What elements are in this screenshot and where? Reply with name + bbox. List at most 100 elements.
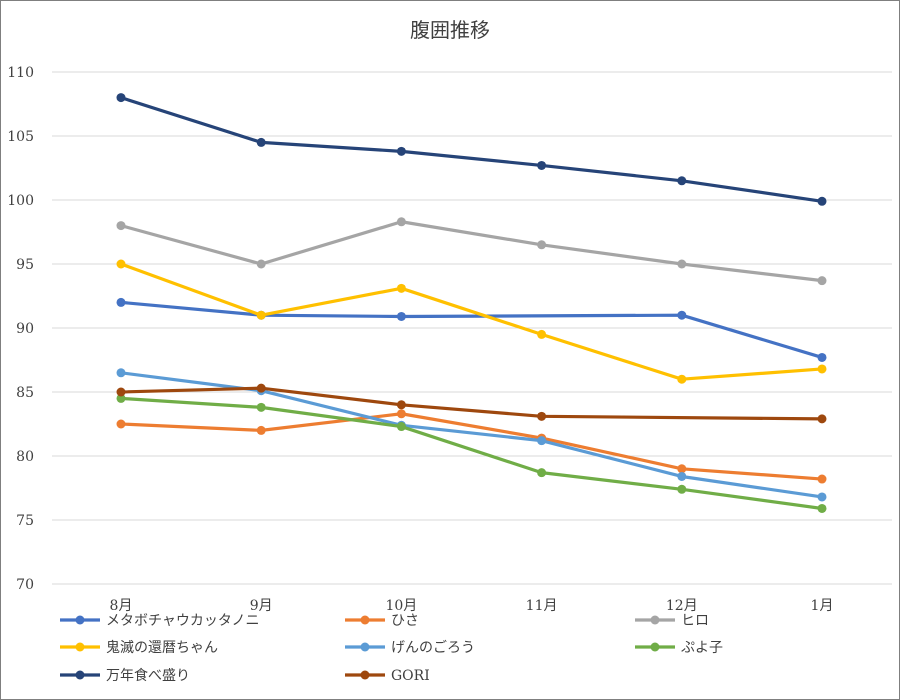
legend-label: ひさ [391,613,419,629]
chart-title: 腹囲推移 [410,18,490,42]
legend-item: ヒロ [635,613,709,629]
data-point [396,400,406,410]
legend-label: 鬼滅の還暦ちゃん [106,640,218,656]
data-point [817,474,827,484]
legend-label: GORI [391,668,430,684]
x-tick-label: 12月 [666,598,698,614]
legend-label: ぷよ子 [681,640,723,656]
data-point [817,503,827,513]
legend-marker [360,615,370,625]
data-point [817,492,827,502]
series-2 [116,409,827,484]
y-tick-label: 110 [7,65,34,81]
legend-marker [360,642,370,652]
data-point [116,221,126,231]
series-layer [116,93,827,513]
data-point [116,419,126,429]
data-point [116,368,126,378]
data-point [256,310,266,320]
data-point [256,425,266,435]
y-tick-label: 75 [16,513,34,529]
data-point [396,311,406,321]
data-point [396,409,406,419]
data-point [537,160,547,170]
data-point [537,329,547,339]
data-point [677,374,687,384]
series-4 [116,259,827,384]
legend-item: ひさ [345,613,419,629]
legend-marker [75,642,85,652]
legend-item: メタボチャウカッタノニ [60,613,259,629]
data-point [116,93,126,103]
legend-marker [650,642,660,652]
legend-item: げんのごろう [345,640,475,656]
y-tick-label: 85 [16,385,34,401]
data-point [817,276,827,286]
legend-label: 万年食べ盛り [106,667,190,684]
y-tick-label: 80 [16,449,34,465]
data-point [116,387,126,397]
data-point [537,240,547,250]
legend-item: GORI [345,668,430,684]
legend-item: 万年食べ盛り [60,667,190,684]
y-tick-label: 70 [16,577,34,593]
data-point [817,196,827,206]
series-1 [116,297,827,362]
y-tick-label: 90 [16,321,34,337]
data-point [256,402,266,412]
data-point [817,364,827,374]
legend-label: メタボチャウカッタノニ [106,613,259,629]
x-tick-label: 9月 [250,598,273,614]
legend-item: 鬼滅の還暦ちゃん [60,640,218,656]
data-point [396,283,406,293]
data-point [677,484,687,494]
series-line [119,396,824,511]
series-line [119,371,824,499]
data-point [116,259,126,269]
series-line [119,262,824,381]
series-line [119,412,824,481]
x-tick-label: 11月 [526,598,558,614]
series-8 [116,383,827,424]
x-axis: 8月 9月 10月 11月 12月 1月 [110,598,834,614]
data-point [256,259,266,269]
data-point [396,422,406,432]
x-tick-label: 10月 [385,598,417,614]
data-point [256,137,266,147]
series-7 [116,93,827,206]
data-point [116,297,126,307]
data-point [537,468,547,478]
data-point [537,436,547,446]
data-point [116,393,126,403]
data-point [817,414,827,424]
y-axis: 70 75 80 85 90 95 100 105 110 [7,65,34,593]
y-tick-label: 105 [7,129,34,145]
data-point [677,464,687,474]
data-point [677,310,687,320]
x-tick-label: 8月 [110,598,133,614]
data-point [677,471,687,481]
legend-marker [75,670,85,680]
legend-item: ぷよ子 [635,640,723,656]
series-6 [116,393,827,513]
series-line [119,220,824,283]
data-point [256,383,266,393]
legend-marker [360,670,370,680]
data-point [396,217,406,227]
y-tick-label: 95 [16,257,34,273]
data-point [396,146,406,156]
legend-label: ヒロ [681,613,709,629]
gridlines [52,71,892,585]
data-point [677,259,687,269]
series-line [119,95,824,203]
y-tick-label: 100 [7,193,34,209]
data-point [817,352,827,362]
x-tick-label: 1月 [811,598,834,614]
data-point [537,411,547,421]
legend-label: げんのごろう [391,640,475,656]
series-3 [116,217,827,286]
legend-marker [650,615,660,625]
legend-marker [75,615,85,625]
